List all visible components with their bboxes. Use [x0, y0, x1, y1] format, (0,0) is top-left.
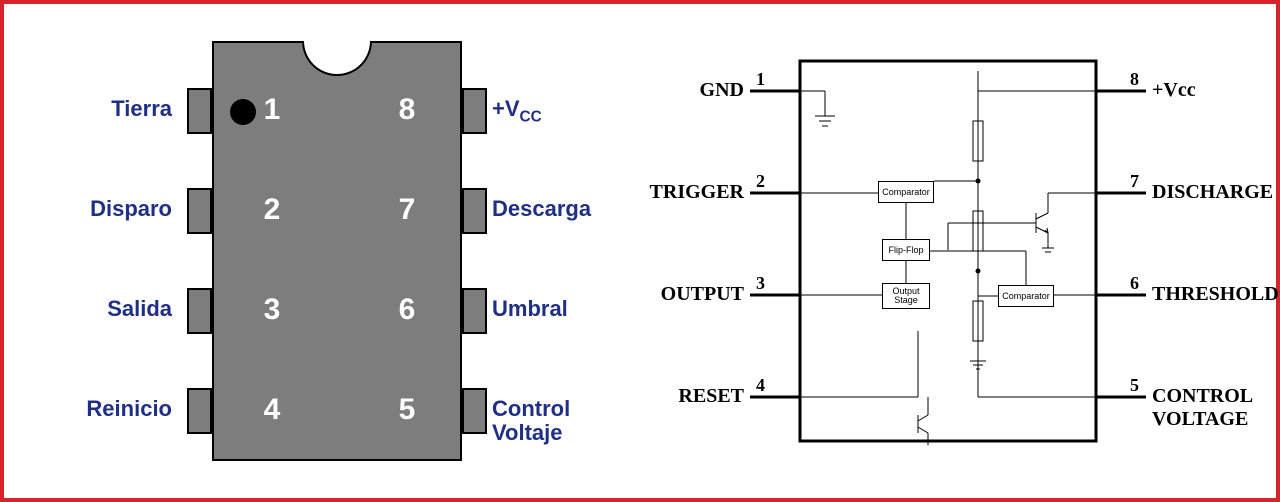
pin-number: 4	[257, 393, 287, 427]
pin-leg-right	[462, 288, 487, 334]
pin-label: Salida	[52, 297, 172, 321]
pin-label: Umbral	[492, 297, 632, 321]
pin-number: 1	[257, 93, 287, 127]
schematic-pin-number: 5	[1130, 375, 1139, 396]
pin-number: 6	[392, 293, 422, 327]
schematic-pin-label: TRIGGER	[650, 181, 744, 204]
pin-leg-left	[187, 388, 212, 434]
schematic-pin-label: GND	[700, 79, 744, 102]
pin1-dot	[230, 99, 256, 125]
schematic-block-comparator2: Comparator	[998, 285, 1054, 307]
schematic-pin-number: 1	[756, 69, 765, 90]
pin-number: 8	[392, 93, 422, 127]
pin-leg-right	[462, 388, 487, 434]
pin-leg-left	[187, 88, 212, 134]
pin-label: Disparo	[52, 197, 172, 221]
schematic-pin-label: CONTROL VOLTAGE	[1152, 385, 1253, 431]
schematic-block-comparator1: Comparator	[878, 181, 934, 203]
schematic-pin-label: RESET	[678, 385, 744, 408]
schematic-pin-label: OUTPUT	[661, 283, 744, 306]
schematic-pin-label: DISCHARGE	[1152, 181, 1273, 204]
pin-label: ControlVoltaje	[492, 397, 632, 445]
chip-notch	[302, 41, 372, 76]
chip-package: 18Tierra+VCC27DisparoDescarga36SalidaUmb…	[52, 31, 612, 471]
schematic-pin-number: 6	[1130, 273, 1139, 294]
schematic-pin-label: THRESHOLD	[1152, 283, 1279, 306]
pin-number: 5	[392, 393, 422, 427]
schematic-block-outstage: Output Stage	[882, 283, 930, 309]
schematic-block-flipflop: Flip-Flop	[882, 239, 930, 261]
pin-label: +VCC	[492, 97, 632, 126]
pin-leg-right	[462, 88, 487, 134]
schematic-pin-number: 7	[1130, 171, 1139, 192]
pin-number: 7	[392, 193, 422, 227]
pin-leg-left	[187, 188, 212, 234]
pin-number: 3	[257, 293, 287, 327]
pin-leg-right	[462, 188, 487, 234]
schematic-pin-number: 3	[756, 273, 765, 294]
pin-number: 2	[257, 193, 287, 227]
schematic-pin-number: 8	[1130, 69, 1139, 90]
schematic-pin-number: 4	[756, 375, 765, 396]
pin-label: Tierra	[52, 97, 172, 121]
pin-label: Reinicio	[52, 397, 172, 421]
diagram-frame: 1 8 Tierra +VCC 2 7 Disparo Descarga 3 6 Salida Umb…	[0, 0, 1280, 502]
pin-label: Descarga	[492, 197, 632, 221]
pin-leg-left	[187, 288, 212, 334]
schematic-pin-label: +Vcc	[1152, 79, 1196, 102]
schematic-pin-number: 2	[756, 171, 765, 192]
internal-schematic: Comparator Flip-Flop Output Stage Comparato…	[648, 31, 1228, 471]
